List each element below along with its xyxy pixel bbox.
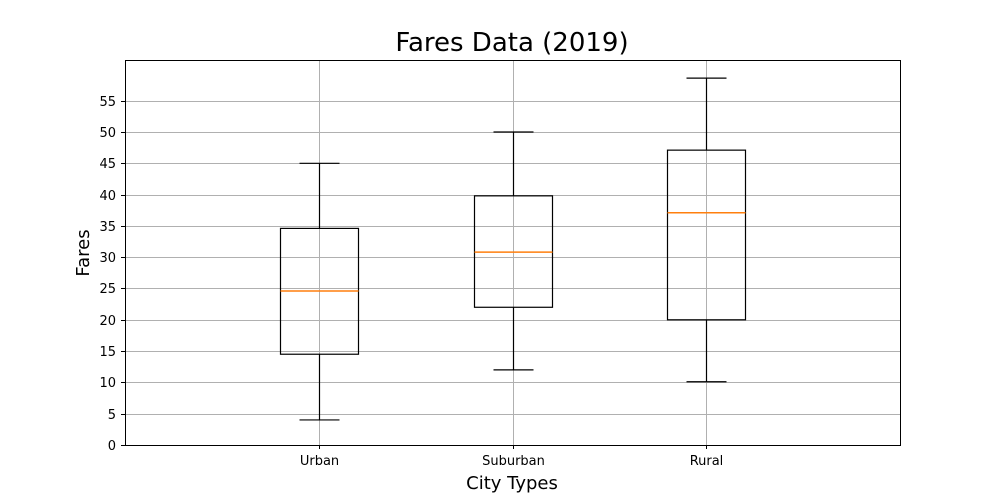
x-axis-label: City Types (466, 473, 558, 494)
box-suburban (473, 131, 554, 371)
y-tick-label: 0 (108, 439, 116, 454)
y-tick-label: 25 (99, 282, 116, 297)
y-axis-ticks: 0 5 10 15 20 25 30 35 40 45 50 55 (99, 95, 125, 454)
x-tick-label: Rural (690, 454, 724, 469)
y-tick-label: 35 (99, 220, 116, 235)
box-series (279, 77, 747, 421)
x-tick-label: Urban (300, 454, 339, 469)
y-tick-label: 40 (99, 189, 116, 204)
y-tick-label: 45 (99, 157, 116, 172)
box-urban (279, 162, 360, 421)
iqr-box (666, 149, 747, 321)
y-tick-label: 55 (99, 95, 116, 110)
y-tick-label: 5 (108, 408, 116, 423)
y-tick-label: 10 (99, 376, 116, 391)
x-axis-ticks: Urban Suburban Rural (300, 445, 723, 469)
y-tick-label: 30 (99, 251, 116, 266)
y-axis-label: Fares (73, 229, 94, 276)
chart-title: Fares Data (2019) (395, 28, 628, 58)
y-tick-label: 20 (99, 314, 116, 329)
x-tick-label: Suburban (482, 454, 545, 469)
box-rural (666, 77, 747, 383)
y-tick-label: 50 (99, 126, 116, 141)
y-tick-label: 15 (99, 345, 116, 360)
